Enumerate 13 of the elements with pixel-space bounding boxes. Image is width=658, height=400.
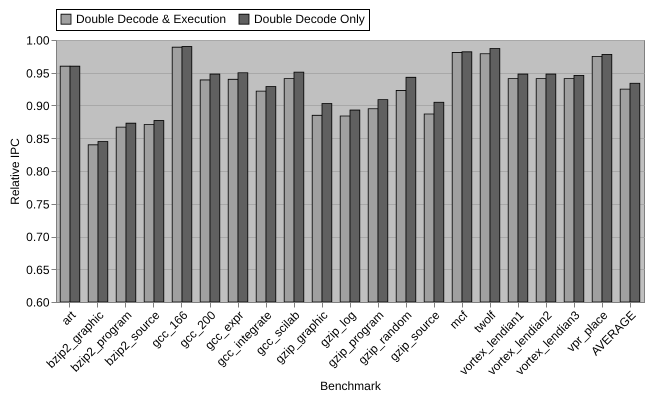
y-tick-label: 0.90	[26, 99, 50, 113]
y-tick-label: 0.95	[26, 66, 50, 80]
y-tick-label: 1.00	[26, 34, 50, 48]
x-axis-title: Benchmark	[320, 379, 382, 394]
y-tick-label: 0.75	[26, 197, 50, 212]
legend-label: Double Decode & Execution	[76, 12, 226, 26]
y-tick-label: 0.60	[26, 296, 50, 310]
y-tick-label: 0.85	[26, 132, 50, 146]
y-tick-label: 0.70	[26, 230, 50, 244]
y-tick-label: 0.80	[26, 164, 50, 178]
y-axis-title: Relative IPC	[8, 138, 22, 205]
y-tick-label: 0.65	[26, 262, 50, 277]
legend-label: Double Decode Only	[254, 12, 365, 26]
